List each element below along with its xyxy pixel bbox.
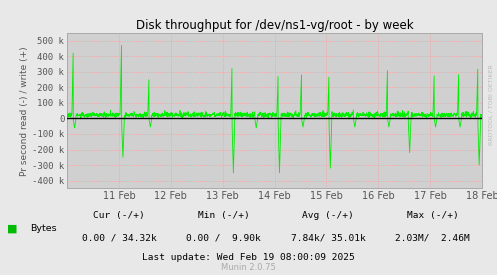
Text: 0.00 / 34.32k: 0.00 / 34.32k xyxy=(82,233,157,242)
Text: 2.03M/  2.46M: 2.03M/ 2.46M xyxy=(395,233,470,242)
Text: Munin 2.0.75: Munin 2.0.75 xyxy=(221,263,276,272)
Text: Cur (-/+): Cur (-/+) xyxy=(93,211,145,220)
Text: ■: ■ xyxy=(7,224,18,234)
Text: Last update: Wed Feb 19 08:00:09 2025: Last update: Wed Feb 19 08:00:09 2025 xyxy=(142,253,355,262)
Text: RRDTOOL / TOBI OETIKER: RRDTOOL / TOBI OETIKER xyxy=(488,64,493,145)
Text: 0.00 /  9.90k: 0.00 / 9.90k xyxy=(186,233,261,242)
Text: Bytes: Bytes xyxy=(30,224,57,233)
Title: Disk throughput for /dev/ns1-vg/root - by week: Disk throughput for /dev/ns1-vg/root - b… xyxy=(136,19,414,32)
Text: 7.84k/ 35.01k: 7.84k/ 35.01k xyxy=(291,233,365,242)
Text: Avg (-/+): Avg (-/+) xyxy=(302,211,354,220)
Text: Min (-/+): Min (-/+) xyxy=(198,211,249,220)
Y-axis label: Pr second read (-) / write (+): Pr second read (-) / write (+) xyxy=(20,46,29,175)
Text: Max (-/+): Max (-/+) xyxy=(407,211,458,220)
